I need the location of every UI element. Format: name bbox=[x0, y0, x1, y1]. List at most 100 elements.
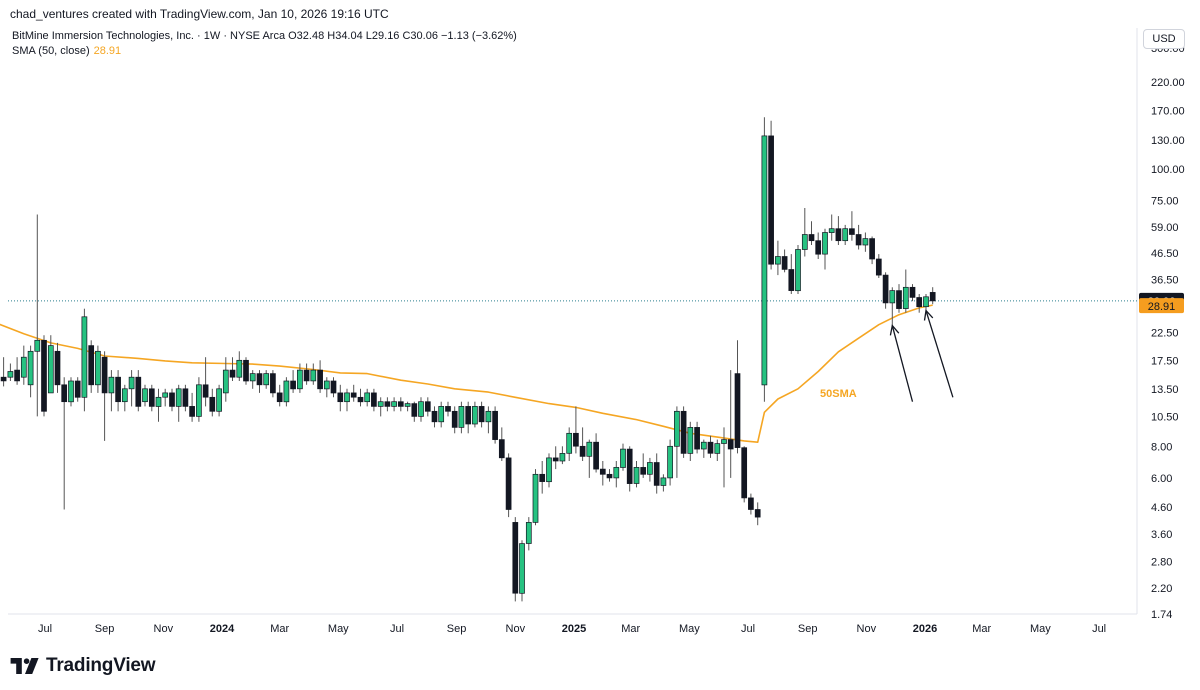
candle-body bbox=[88, 345, 95, 386]
y-tick-label: 17.50 bbox=[1151, 355, 1179, 367]
arrow-head bbox=[889, 324, 900, 336]
candle-body bbox=[539, 473, 546, 482]
candle-body bbox=[505, 457, 512, 510]
candle-body bbox=[472, 406, 478, 425]
candle-body bbox=[54, 350, 61, 386]
candle-body bbox=[283, 380, 290, 403]
candle-body bbox=[128, 376, 135, 390]
x-tick-label: Nov bbox=[154, 623, 174, 635]
candle-body bbox=[142, 388, 148, 403]
candle-body bbox=[431, 410, 438, 423]
y-tick-label: 1.74 bbox=[1151, 609, 1172, 621]
currency-button[interactable]: USD bbox=[1143, 29, 1185, 49]
candle-body bbox=[404, 403, 411, 407]
x-tick-label: 2024 bbox=[210, 623, 235, 635]
candle-body bbox=[700, 441, 707, 450]
candle-body bbox=[828, 228, 835, 233]
candle-body bbox=[276, 392, 283, 403]
y-tick-label: 4.60 bbox=[1151, 502, 1172, 514]
candle-body bbox=[754, 509, 761, 518]
candle-body bbox=[263, 373, 270, 386]
candle-body bbox=[445, 406, 451, 412]
x-tick-label: Mar bbox=[972, 623, 991, 635]
candle-body bbox=[297, 369, 303, 390]
arrow-head bbox=[923, 309, 934, 321]
candle-body bbox=[41, 339, 47, 412]
y-tick-label: 170.00 bbox=[1151, 106, 1185, 118]
x-tick-label: Sep bbox=[798, 623, 818, 635]
candle-body bbox=[909, 286, 916, 298]
candle-body bbox=[47, 345, 54, 394]
candle-body bbox=[61, 384, 68, 403]
x-tick-label: Nov bbox=[506, 623, 526, 635]
candle-body bbox=[337, 392, 344, 403]
candle-body bbox=[525, 522, 532, 544]
candle-body bbox=[121, 388, 128, 403]
candle-body bbox=[7, 371, 14, 378]
candle-body bbox=[674, 410, 680, 447]
candle-body bbox=[599, 468, 606, 475]
candle-body bbox=[202, 384, 209, 398]
x-tick-label: Jul bbox=[38, 623, 52, 635]
candle-body bbox=[835, 228, 842, 242]
candle-body bbox=[727, 439, 734, 450]
candle-body bbox=[902, 286, 909, 309]
candle-body bbox=[694, 427, 700, 450]
y-tick-label: 6.00 bbox=[1151, 473, 1172, 485]
candle-body bbox=[317, 369, 323, 390]
x-tick-label: May bbox=[679, 623, 700, 635]
candle-body bbox=[606, 473, 613, 479]
sma-annotation: 50SMA bbox=[820, 388, 857, 400]
arrow-shaft bbox=[891, 325, 914, 402]
attribution-text: chad_ventures created with TradingView.c… bbox=[10, 7, 389, 21]
candle-body bbox=[593, 441, 599, 470]
candle-body bbox=[256, 373, 263, 386]
chart-area[interactable]: 300.00 220.00 170.00 130.00 100.00 75.00 59.00… bbox=[0, 28, 1200, 642]
price-chart[interactable]: 300.00220.00170.00130.00100.0075.0059.00… bbox=[0, 28, 1200, 642]
candle-body bbox=[451, 410, 458, 428]
candle-body bbox=[229, 369, 236, 378]
candle-body bbox=[532, 473, 539, 523]
candle-body bbox=[27, 350, 34, 386]
candle-body bbox=[768, 135, 774, 265]
candle-body bbox=[243, 359, 249, 382]
candle-body bbox=[808, 234, 815, 242]
footer: TradingView bbox=[10, 652, 156, 680]
candle-body bbox=[714, 443, 721, 454]
candle-body bbox=[155, 396, 162, 407]
candle-body bbox=[323, 380, 330, 390]
candle-body bbox=[929, 292, 936, 302]
candle-body bbox=[162, 392, 169, 398]
candle-body bbox=[169, 392, 175, 407]
x-tick-label: Mar bbox=[270, 623, 289, 635]
x-tick-label: 2026 bbox=[913, 623, 937, 635]
candle-body bbox=[559, 453, 566, 462]
candle-body bbox=[74, 380, 81, 398]
legend-symbol-row: BitMine Immersion Technologies, Inc. · 1… bbox=[12, 29, 517, 44]
legend-sma-row: SMA (50, close) 28.91 bbox=[12, 44, 517, 59]
tradingview-brand: TradingView bbox=[46, 655, 156, 676]
candle-body bbox=[344, 392, 350, 403]
x-tick-label: Sep bbox=[447, 623, 467, 635]
candle-body bbox=[108, 376, 115, 394]
y-tick-label: 13.50 bbox=[1151, 384, 1179, 396]
candle-body bbox=[0, 376, 7, 382]
candle-body bbox=[573, 432, 579, 447]
candle-body bbox=[579, 445, 586, 457]
candle-body bbox=[566, 432, 573, 454]
y-tick-label: 2.80 bbox=[1151, 557, 1172, 569]
candle-body bbox=[849, 228, 855, 235]
y-tick-label: 2.20 bbox=[1151, 583, 1172, 595]
candle-body bbox=[216, 388, 222, 412]
candle-body bbox=[687, 427, 694, 454]
x-tick-label: 2025 bbox=[562, 623, 586, 635]
y-tick-label: 130.00 bbox=[1151, 135, 1185, 147]
candle-body bbox=[788, 269, 795, 291]
y-tick-label: 75.00 bbox=[1151, 195, 1179, 207]
candle-body bbox=[855, 234, 862, 246]
attribution-bar: chad_ventures created with TradingView.c… bbox=[0, 0, 1200, 28]
y-tick-label: 3.60 bbox=[1151, 529, 1172, 541]
candle-body bbox=[626, 448, 633, 484]
x-tick-label: Jul bbox=[1092, 623, 1106, 635]
candle-body bbox=[357, 396, 364, 403]
